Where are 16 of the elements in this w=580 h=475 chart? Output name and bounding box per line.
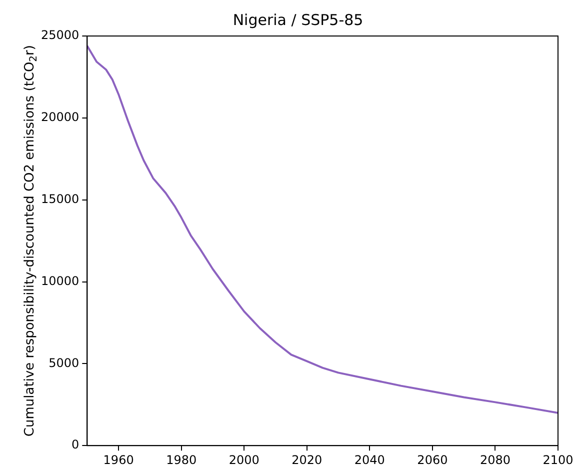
y-tick-label: 5000: [48, 356, 80, 370]
x-tick-label: 1980: [166, 452, 197, 467]
x-tick-label: 2000: [228, 452, 260, 467]
x-tick-label: 2100: [542, 452, 574, 467]
y-tick-label: 25000: [40, 28, 80, 42]
y-tick-label: 0: [72, 438, 80, 452]
x-tick-label: 2040: [354, 452, 385, 467]
x-tick-label: 2060: [417, 452, 448, 467]
y-tick-label: 15000: [40, 192, 80, 206]
y-axis-title: Cumulative responsibility-discounted CO2 emissions (tCO2r): [22, 45, 40, 437]
y-tick-label: 20000: [40, 110, 80, 124]
x-tick-label: 2080: [480, 452, 510, 467]
y-tick-label: 10000: [40, 274, 80, 288]
x-tick-label: 2020: [292, 452, 322, 467]
x-tick-label: 1960: [103, 452, 134, 467]
chart-title: Nigeria / SSP5-85: [232, 10, 364, 29]
